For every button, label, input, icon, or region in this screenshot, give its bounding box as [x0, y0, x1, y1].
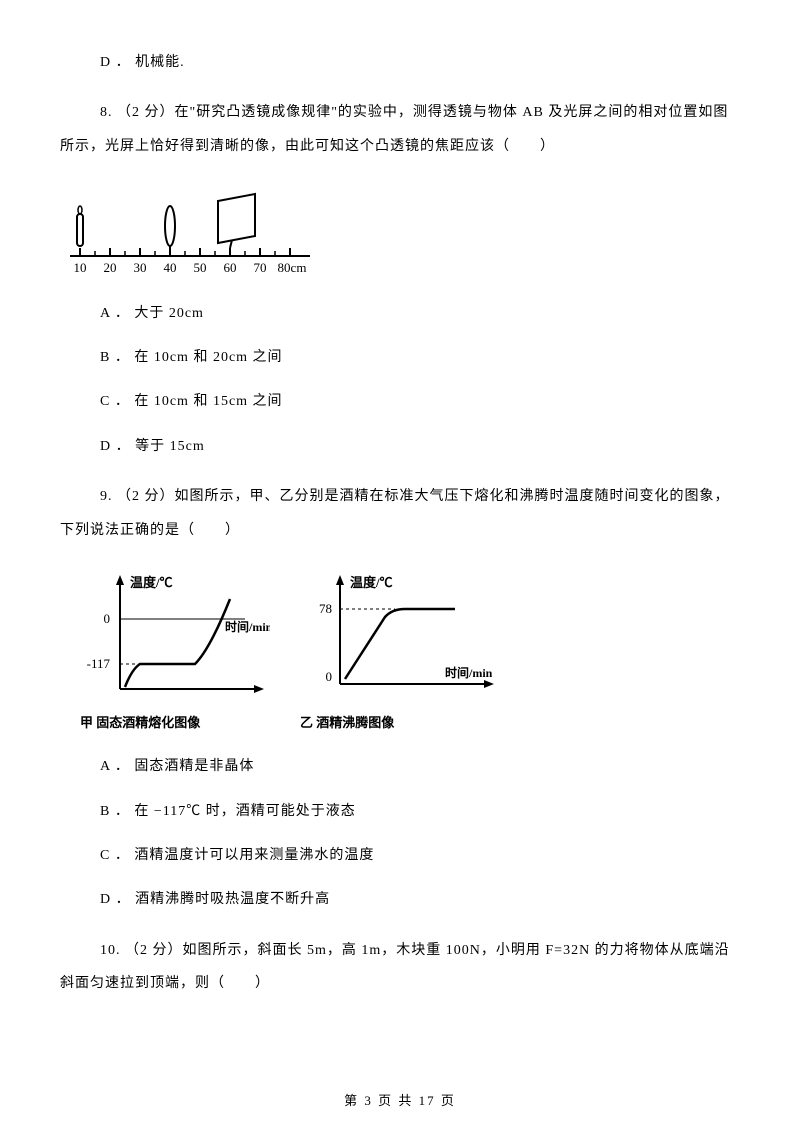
q8-screen	[218, 194, 255, 248]
q9-left-ylabel: 温度/℃	[130, 575, 173, 590]
q8-lens	[165, 206, 175, 248]
q7-option-d: D ． 机械能.	[100, 52, 740, 74]
q8-tick-10: 10	[74, 260, 87, 275]
q9-right-xlabel: 时间/min	[445, 665, 493, 680]
q8-text: 8. （2 分）在"研究凸透镜成像规律"的实验中，测得透镜与物体 AB 及光屏之…	[60, 96, 740, 163]
q8-option-d: D ． 等于 15cm	[100, 436, 740, 458]
q8-tick-60: 60	[224, 260, 237, 275]
q9-right-tick-78: 78	[319, 601, 332, 616]
q9-text: 9. （2 分）如图所示，甲、乙分别是酒精在标准大气压下熔化和沸腾时温度随时间变…	[60, 480, 740, 547]
q9-left-caption: 甲 固态酒精熔化图像	[80, 713, 270, 734]
q8-tick-70: 70	[254, 260, 267, 275]
q9-left-tick-117: -117	[87, 656, 111, 671]
q8-option-b: B ． 在 10cm 和 20cm 之间	[100, 347, 740, 369]
q8-option-c: C ． 在 10cm 和 15cm 之间	[100, 391, 740, 413]
q9-figure-right: 78 0 温度/℃ 时间/min 乙 酒精沸腾图像	[300, 569, 500, 734]
q8-tick-30: 30	[134, 260, 147, 275]
q9-option-a: A ． 固态酒精是非晶体	[100, 756, 740, 778]
q9-figure-left: 0 -117 温度/℃ 时间/min 甲 固态酒精熔化图像	[80, 569, 270, 734]
q9-option-c: C ． 酒精温度计可以用来测量沸水的温度	[100, 845, 740, 867]
q8-tick-40: 40	[164, 260, 177, 275]
q10-text: 10. （2 分）如图所示，斜面长 5m，高 1m，木块重 100N，小明用 F…	[60, 934, 740, 1001]
q9-option-b: B ． 在 −117℃ 时，酒精可能处于液态	[100, 801, 740, 823]
q9-left-tick-0: 0	[104, 611, 111, 626]
q8-tick-50: 50	[194, 260, 207, 275]
q9-right-caption: 乙 酒精沸腾图像	[300, 713, 500, 734]
page-footer: 第 3 页 共 17 页	[0, 1091, 800, 1112]
q8-tick-20: 20	[104, 260, 117, 275]
q9-option-d: D ． 酒精沸腾时吸热温度不断升高	[100, 889, 740, 911]
q9-right-ylabel: 温度/℃	[350, 575, 393, 590]
q8-option-a: A ． 大于 20cm	[100, 303, 740, 325]
q9-right-tick-0: 0	[326, 669, 333, 684]
q9-left-xlabel: 时间/min	[225, 619, 270, 634]
q8-object-ab	[77, 206, 83, 246]
q8-figure: 10 20 30 40 50 60 70 80cm	[60, 186, 740, 281]
q8-tick-80: 80cm	[278, 260, 307, 275]
